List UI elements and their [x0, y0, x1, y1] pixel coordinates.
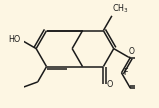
Text: HO: HO — [9, 35, 21, 44]
Text: F: F — [123, 68, 128, 77]
Text: O: O — [129, 47, 135, 56]
Text: CH$_3$: CH$_3$ — [112, 3, 129, 15]
Text: O: O — [106, 80, 112, 89]
